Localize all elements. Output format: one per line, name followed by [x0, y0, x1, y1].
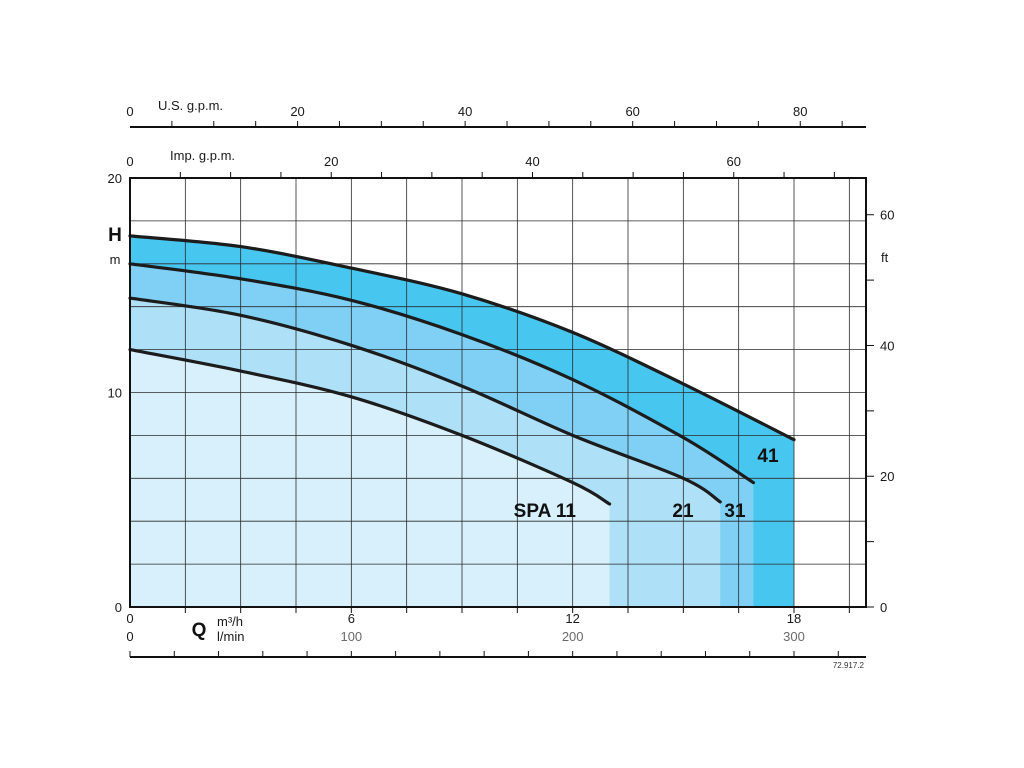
x-tick-label-m3h: 0: [126, 611, 133, 626]
axes: [129, 121, 874, 658]
imp-gpm-tick-label: 40: [525, 154, 539, 169]
series-label-21: 21: [672, 501, 694, 522]
plot-frame: [129, 177, 867, 608]
us-gpm-tick-label: 60: [625, 104, 639, 119]
imp-gpm-axis-label: Imp. g.p.m.: [170, 148, 235, 163]
curve-31: [128, 262, 755, 485]
x-tick-label-lmin: 200: [562, 629, 584, 644]
y2-tick-label-ft: 60: [880, 208, 894, 223]
series-label-41: 41: [757, 446, 779, 467]
x-tick-label-m3h: 18: [787, 611, 801, 626]
imp-gpm-tick-label: 0: [126, 154, 133, 169]
drawing-code: 72.917.2: [833, 661, 865, 670]
curve-41: [128, 234, 796, 442]
x-tick-label-m3h: 6: [348, 611, 355, 626]
y-tick-label-m: 0: [115, 600, 122, 615]
x-tick-label-m3h: 12: [565, 611, 579, 626]
curve-21: [128, 296, 722, 504]
x-tick-label-lmin: 0: [126, 629, 133, 644]
y2-tick-label-ft: 40: [880, 338, 894, 353]
us-gpm-tick-label: 0: [126, 104, 133, 119]
us-gpm-tick-label: 20: [290, 104, 304, 119]
curve-spa-11: [128, 348, 612, 506]
imp-gpm-tick-label: 60: [726, 154, 740, 169]
x-axis-label: Q: [192, 620, 207, 641]
imp-gpm-tick-label: 20: [324, 154, 338, 169]
y-tick-label-m: 20: [108, 171, 122, 186]
x-axis-unit-secondary: l/min: [217, 629, 244, 644]
x-axis-unit-primary: m³/h: [217, 614, 243, 629]
x-tick-label-lmin: 100: [340, 629, 362, 644]
y2-tick-label-ft: 0: [880, 600, 887, 615]
grid-lines: [130, 178, 866, 607]
y2-axis-unit: ft: [881, 250, 889, 265]
y-axis-unit: m: [110, 252, 121, 267]
us-gpm-axis-label: U.S. g.p.m.: [158, 98, 223, 113]
series-label-spa-11: SPA 11: [514, 501, 577, 522]
x-tick-label-lmin: 300: [783, 629, 805, 644]
y-axis-label: H: [108, 225, 122, 246]
performance-curves: [128, 234, 796, 506]
y-tick-label-m: 10: [108, 386, 122, 401]
y2-tick-label-ft: 20: [880, 469, 894, 484]
series-label-31: 31: [724, 501, 746, 522]
us-gpm-tick-label: 40: [458, 104, 472, 119]
us-gpm-tick-label: 80: [793, 104, 807, 119]
